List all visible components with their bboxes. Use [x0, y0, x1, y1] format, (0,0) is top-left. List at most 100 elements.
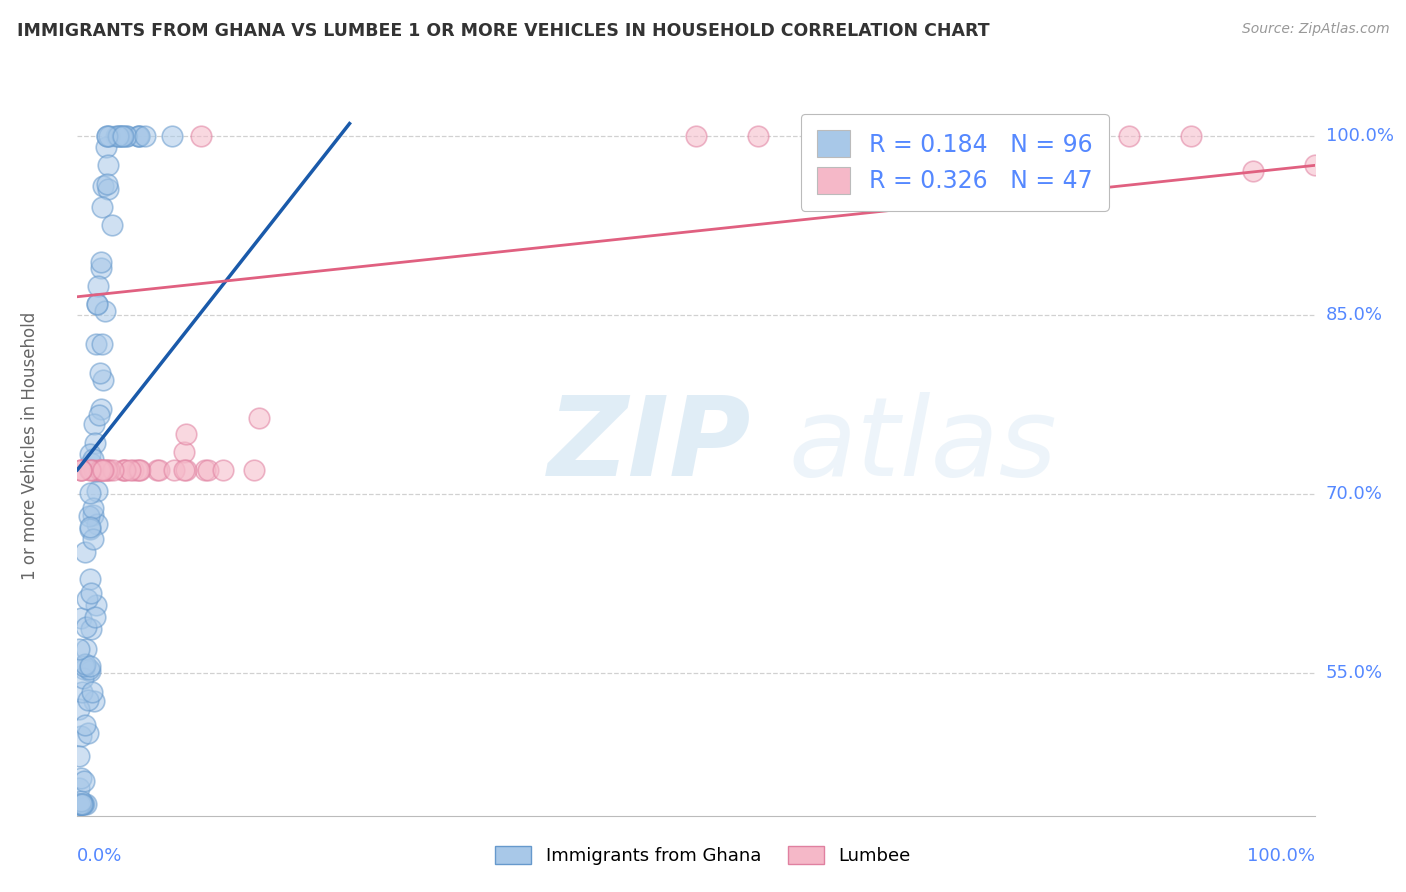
Point	[173, 463, 195, 477]
Point	[90, 337, 112, 351]
Point	[84, 599, 107, 613]
Text: IMMIGRANTS FROM GHANA VS LUMBEE 1 OR MORE VEHICLES IN HOUSEHOLD CORRELATION CHAR: IMMIGRANTS FROM GHANA VS LUMBEE 1 OR MOR…	[17, 22, 990, 40]
Point	[190, 128, 212, 143]
Point	[194, 463, 217, 477]
Text: ZIP: ZIP	[547, 392, 751, 500]
Point	[1303, 158, 1326, 172]
Point	[77, 462, 100, 476]
Point	[96, 140, 118, 154]
Point	[70, 797, 93, 812]
Point	[82, 452, 104, 467]
Point	[91, 373, 114, 387]
Point	[91, 178, 114, 193]
Point	[75, 657, 97, 671]
Point	[73, 718, 96, 732]
Point	[79, 522, 101, 536]
Point	[96, 178, 118, 192]
Point	[77, 726, 100, 740]
Point	[148, 463, 170, 477]
Point	[67, 642, 90, 657]
Point	[118, 463, 141, 477]
Text: 85.0%: 85.0%	[1326, 306, 1382, 324]
Point	[77, 662, 100, 676]
Point	[69, 797, 91, 812]
Point	[79, 463, 101, 477]
Point	[747, 128, 769, 143]
Point	[128, 128, 150, 143]
Point	[79, 447, 101, 461]
Point	[97, 182, 120, 196]
Point	[212, 463, 235, 477]
Point	[75, 619, 97, 633]
Point	[174, 463, 197, 477]
Point	[112, 463, 135, 477]
Point	[90, 402, 112, 417]
Point	[67, 797, 90, 812]
Point	[75, 642, 97, 657]
Point	[69, 797, 91, 812]
Point	[70, 685, 93, 699]
Point	[111, 128, 134, 143]
Point	[87, 279, 110, 293]
Point	[80, 456, 103, 470]
Point	[67, 780, 90, 795]
Point	[83, 463, 105, 477]
Point	[90, 200, 112, 214]
Point	[70, 795, 93, 809]
Point	[197, 463, 219, 477]
Point	[72, 797, 94, 812]
Point	[122, 463, 145, 477]
Point	[103, 463, 125, 477]
Point	[89, 463, 111, 477]
Point	[82, 501, 104, 516]
Point	[110, 128, 132, 143]
Point	[83, 436, 105, 450]
Point	[247, 411, 270, 425]
Point	[104, 128, 127, 143]
Point	[994, 128, 1017, 143]
Point	[72, 797, 94, 812]
Point	[128, 128, 150, 143]
Point	[112, 463, 135, 477]
Point	[1056, 128, 1078, 143]
Point	[72, 774, 94, 789]
Point	[80, 622, 103, 636]
Point	[76, 591, 98, 606]
Point	[86, 337, 108, 351]
Point	[129, 463, 152, 477]
Point	[79, 659, 101, 673]
Point	[91, 463, 114, 477]
Point	[69, 463, 91, 477]
Point	[808, 128, 831, 143]
Point	[98, 128, 121, 143]
Point	[243, 463, 266, 477]
Legend: R = 0.184   N = 96, R = 0.326   N = 47: R = 0.184 N = 96, R = 0.326 N = 47	[800, 113, 1109, 211]
Point	[79, 573, 101, 587]
Point	[70, 797, 93, 812]
Point	[77, 693, 100, 707]
Point	[127, 128, 149, 143]
Point	[94, 463, 117, 477]
Point	[870, 128, 893, 143]
Point	[96, 128, 118, 143]
Point	[67, 702, 90, 716]
Point	[69, 611, 91, 625]
Point	[70, 463, 93, 477]
Point	[115, 128, 138, 143]
Point	[90, 254, 112, 268]
Point	[112, 128, 135, 143]
Point	[70, 797, 93, 812]
Point	[69, 797, 91, 812]
Point	[86, 297, 108, 311]
Text: 70.0%: 70.0%	[1326, 484, 1382, 503]
Point	[86, 297, 108, 311]
Point	[108, 128, 131, 143]
Text: 100.0%: 100.0%	[1247, 847, 1315, 864]
Point	[82, 685, 104, 699]
Point	[84, 464, 107, 478]
Point	[173, 444, 195, 458]
Point	[87, 463, 110, 477]
Point	[82, 532, 104, 546]
Point	[176, 427, 198, 442]
Text: 55.0%: 55.0%	[1326, 664, 1384, 681]
